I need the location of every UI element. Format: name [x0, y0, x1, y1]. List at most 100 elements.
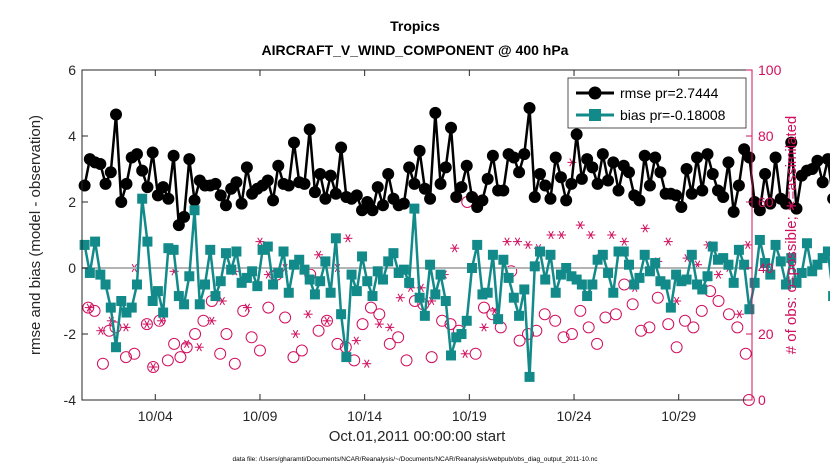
- y-right-tick-label: 20: [758, 326, 774, 342]
- obs-possible-point: [609, 308, 622, 321]
- obs-possible-point: [712, 295, 725, 307]
- rmse-point: [324, 169, 337, 182]
- bias-point: [414, 292, 425, 303]
- bias-point: [95, 269, 106, 280]
- rmse-point: [622, 166, 635, 179]
- x-tick-label: 10/09: [242, 408, 277, 424]
- bias-point: [111, 342, 122, 353]
- obs-possible-point: [96, 357, 109, 370]
- bias-point: [493, 314, 504, 325]
- obs-possible-point: [651, 291, 664, 304]
- obs-possible-point: [513, 334, 526, 347]
- rmse-point: [507, 151, 520, 164]
- bias-point: [634, 272, 645, 283]
- rmse-point: [104, 166, 117, 179]
- rmse-point: [115, 196, 128, 208]
- obs-possible-point: [662, 318, 675, 331]
- rmse-point: [240, 161, 253, 174]
- y-right-tick-label: 80: [758, 128, 774, 144]
- obs-assimilated-point: [450, 244, 460, 253]
- bias-point: [828, 291, 830, 302]
- bias-point: [676, 276, 687, 287]
- legend-bias-label: bias pr=-0.18008: [620, 107, 726, 123]
- obs-possible-point: [679, 314, 691, 327]
- obs-assimilated-point: [479, 323, 489, 332]
- obs-assimilated-point: [322, 316, 332, 325]
- bias-point: [362, 276, 373, 287]
- rmse-point: [549, 151, 562, 164]
- obs-possible-point: [373, 308, 386, 321]
- x-tick-label: 10/04: [138, 408, 173, 424]
- obs-possible-point: [635, 324, 648, 337]
- bias-point: [330, 233, 341, 244]
- rmse-point: [219, 199, 232, 212]
- obs-assimilated-point: [663, 237, 673, 246]
- rmse-point: [722, 156, 735, 169]
- bias-point: [697, 284, 708, 295]
- y-left-tick-label: -4: [64, 392, 77, 408]
- bias-point: [131, 279, 142, 290]
- bias-point: [220, 248, 231, 259]
- bias-point: [692, 279, 703, 290]
- bias-point: [283, 287, 294, 298]
- rmse-point: [743, 151, 756, 164]
- rmse-point: [178, 210, 191, 223]
- rmse-point: [816, 176, 829, 189]
- bias-point: [660, 279, 671, 290]
- bias-point: [351, 286, 362, 297]
- obs-possible-point: [220, 328, 233, 340]
- rmse-point: [434, 177, 447, 190]
- obs-assimilated-point: [351, 336, 361, 345]
- legend-bias-marker: [589, 109, 601, 121]
- obs-assimilated-point: [121, 323, 131, 332]
- y-right-tick-label: 100: [758, 62, 782, 78]
- bias-point: [116, 296, 127, 306]
- obs-possible-point: [180, 341, 193, 354]
- bias-point: [545, 249, 556, 260]
- obs-assimilated-point: [575, 220, 585, 230]
- bias-point: [304, 274, 315, 285]
- bias-point: [357, 251, 368, 262]
- rmse-point: [403, 161, 416, 174]
- y-right-tick-label: 0: [758, 392, 766, 408]
- bias-point: [200, 279, 211, 290]
- rmse-point: [460, 159, 473, 172]
- obs-assimilated-point: [84, 303, 94, 312]
- x-axis: 10/04 10/09 10/14 10/19 10/24 10/29: [138, 70, 696, 424]
- rmse-point: [136, 164, 149, 177]
- rmse-point: [376, 199, 389, 212]
- bias-point: [644, 266, 655, 277]
- rmse-point: [717, 191, 730, 204]
- obs-possible-point: [626, 298, 639, 311]
- bias-point: [435, 269, 446, 280]
- rmse-point: [99, 177, 112, 190]
- bias-point: [430, 289, 441, 300]
- obs-possible-point: [444, 318, 457, 331]
- y-axis-right-label: # of obs: o=possible; ∗=assimilated: [783, 116, 800, 355]
- bias-point: [158, 307, 169, 318]
- obs-assimilated-point: [502, 237, 512, 246]
- bias-point: [388, 248, 399, 259]
- obs-possible-point: [565, 328, 578, 340]
- bias-point: [377, 274, 388, 285]
- obs-possible-point: [722, 308, 735, 321]
- bias-point: [503, 272, 514, 283]
- bias-point: [587, 279, 598, 290]
- bias-point: [320, 256, 331, 267]
- obs-possible-point: [538, 308, 551, 321]
- bias-point: [712, 254, 723, 265]
- bias-point: [555, 269, 566, 280]
- rmse-point: [570, 128, 583, 141]
- rmse-point: [287, 136, 300, 149]
- rmse-point: [397, 197, 410, 210]
- bias-point: [121, 307, 132, 318]
- legend: rmse pr=2.7444 bias pr=-0.18008: [567, 77, 747, 129]
- rmse-point: [157, 181, 170, 194]
- obs-possible-point: [400, 354, 413, 367]
- obs-assimilated-point: [194, 343, 204, 352]
- bias-point: [665, 302, 676, 313]
- bias-point: [236, 277, 247, 288]
- bias-point: [540, 274, 551, 285]
- bias-point: [576, 279, 587, 290]
- rmse-point: [214, 189, 227, 202]
